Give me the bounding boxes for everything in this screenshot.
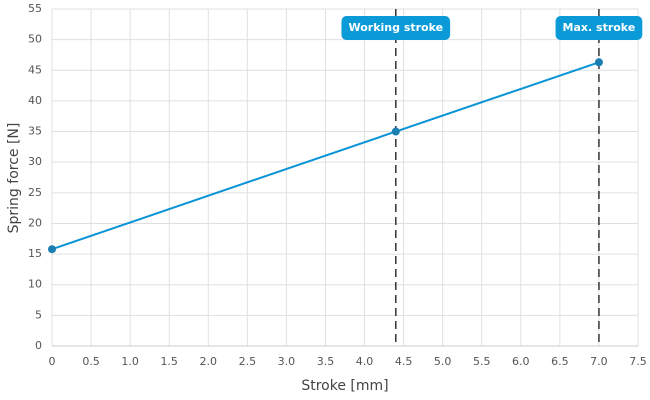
y-tick-label: 0 xyxy=(35,339,42,352)
y-tick-label: 20 xyxy=(28,216,42,229)
x-tick-label: 4.0 xyxy=(356,355,374,368)
x-tick-label: 1.0 xyxy=(121,355,139,368)
y-tick-label: 15 xyxy=(28,247,42,260)
x-tick-label: 4.5 xyxy=(395,355,413,368)
y-tick-label: 55 xyxy=(28,2,42,15)
y-tick-label: 10 xyxy=(28,278,42,291)
data-point xyxy=(391,127,400,136)
x-tick-label: 3.5 xyxy=(317,355,335,368)
annotation-text: Max. stroke xyxy=(563,21,636,34)
y-tick-label: 50 xyxy=(28,33,42,46)
data-point xyxy=(48,245,56,254)
x-axis-title: Stroke [mm] xyxy=(301,378,388,394)
y-tick-label: 35 xyxy=(28,125,42,138)
annotation-label: Working stroke xyxy=(341,16,451,40)
y-tick-label: 30 xyxy=(28,155,42,168)
annotation-text: Working stroke xyxy=(348,21,443,34)
y-tick-label: 45 xyxy=(28,63,42,76)
x-tick-label: 6.5 xyxy=(551,355,569,368)
x-tick-label: 5.5 xyxy=(473,355,491,368)
x-tick-label: 2.5 xyxy=(239,355,257,368)
x-tick-label: 3.0 xyxy=(278,355,296,368)
x-tick-label: 2.0 xyxy=(200,355,218,368)
x-tick-label: 6.0 xyxy=(512,355,530,368)
y-tick-label: 5 xyxy=(35,308,42,321)
grid xyxy=(51,8,639,347)
x-tick-label: 0 xyxy=(49,355,56,368)
y-axis-title: Spring force [N] xyxy=(6,123,22,234)
x-tick-label: 0.5 xyxy=(82,355,100,368)
x-tick-label: 7.5 xyxy=(629,355,647,368)
x-tick-label: 5.0 xyxy=(434,355,452,368)
y-tick-label: 40 xyxy=(28,94,42,107)
x-tick-label: 1.5 xyxy=(160,355,178,368)
annotation-label: Max. stroke xyxy=(555,16,643,40)
annotation-box xyxy=(555,16,643,40)
annotation-box xyxy=(341,16,451,40)
x-tick-label: 7.0 xyxy=(590,355,608,368)
data-point xyxy=(594,58,603,67)
y-tick-label: 25 xyxy=(28,186,42,199)
